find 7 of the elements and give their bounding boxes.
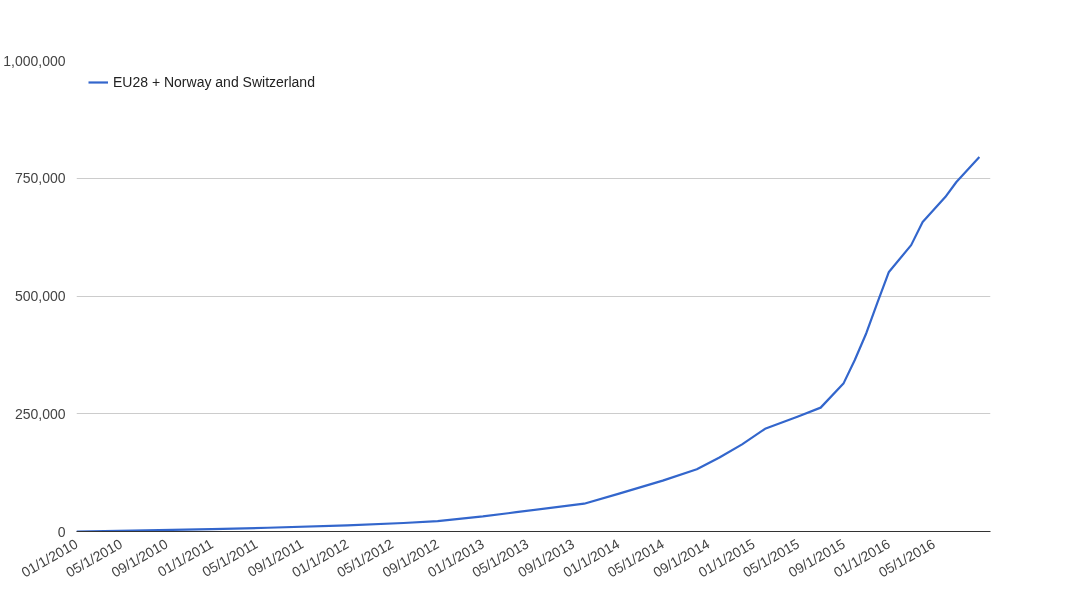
y-tick-label: 500,000: [14, 288, 66, 304]
y-tick-label: 750,000: [14, 170, 66, 187]
y-tick-label: 250,000: [14, 405, 66, 422]
line-series: [76, 155, 981, 532]
legend-label: EU28 + Norway and Switzerland: [113, 74, 315, 90]
y-tick-label: 1,000,000: [3, 52, 66, 69]
y-tick-label: 0: [57, 523, 66, 540]
